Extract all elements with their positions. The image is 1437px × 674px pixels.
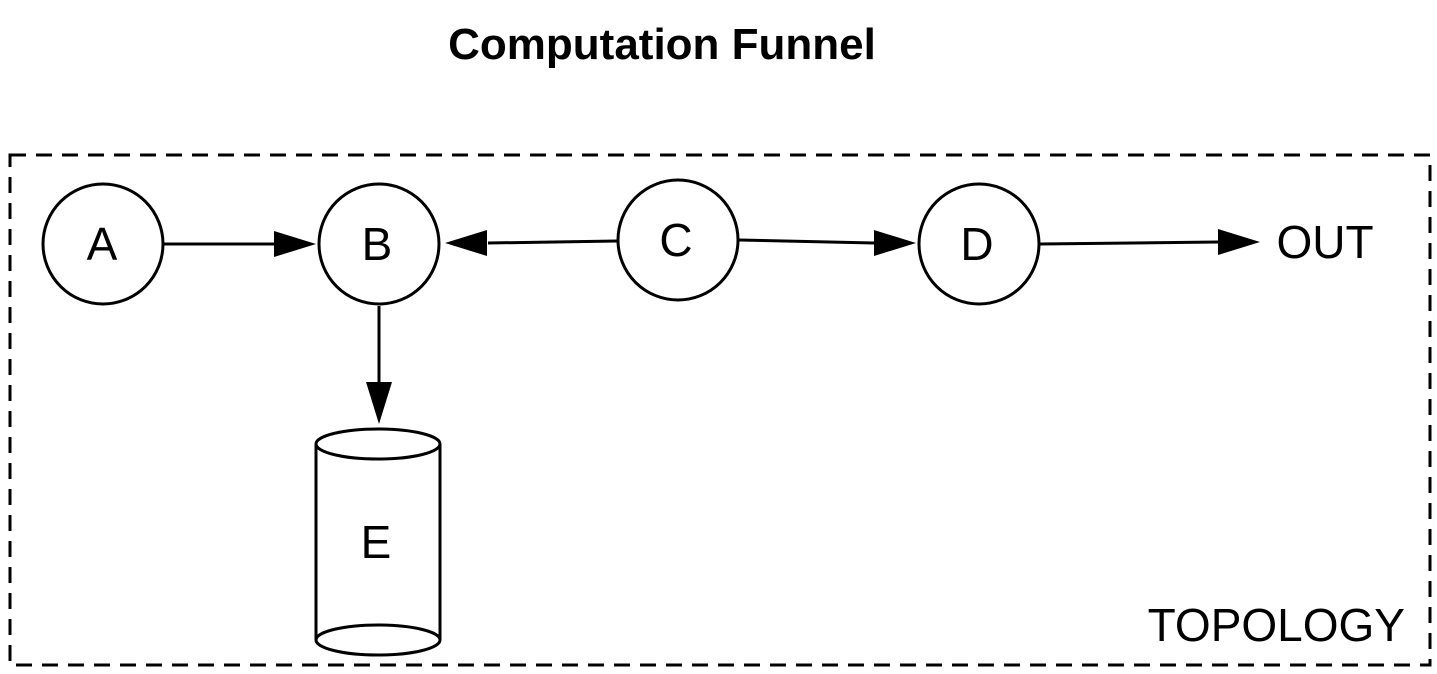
node-e-label: E (361, 516, 392, 568)
node-a-label: A (87, 218, 118, 270)
edge-b-to-e (366, 306, 392, 424)
node-b: B (317, 182, 441, 306)
node-d: D (917, 182, 1041, 306)
diagram-title: Computation Funnel (448, 20, 876, 69)
edge-d-to-out (1039, 229, 1260, 255)
node-b-label: B (362, 218, 393, 270)
edge-a-to-b (164, 231, 316, 257)
output-label: OUT (1276, 216, 1373, 268)
edge-c-to-d (738, 230, 916, 256)
topology-boundary (8, 153, 1432, 667)
topology-label: TOPOLOGY (1148, 599, 1405, 651)
node-c: C (616, 178, 740, 302)
node-e-datastore: E (314, 427, 442, 657)
node-d-label: D (960, 218, 993, 270)
node-c-label: C (659, 214, 692, 266)
edge-c-to-b (445, 230, 618, 256)
node-a: A (41, 182, 165, 306)
